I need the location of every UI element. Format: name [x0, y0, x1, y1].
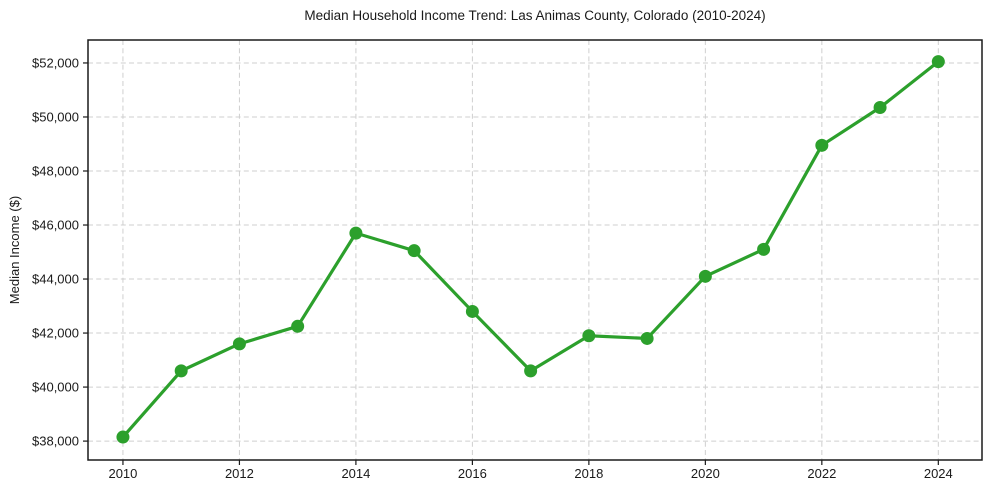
- y-tick-label: $52,000: [32, 55, 79, 70]
- y-tick-label: $40,000: [32, 380, 79, 395]
- plot-border: [87, 39, 983, 461]
- data-point: [873, 101, 887, 115]
- chart-title: Median Household Income Trend: Las Anima…: [304, 8, 765, 23]
- data-point: [349, 226, 363, 240]
- x-tick-label: 2024: [924, 466, 953, 481]
- data-point: [291, 319, 305, 333]
- data-point: [815, 138, 829, 152]
- y-tick-label: $38,000: [32, 434, 79, 449]
- x-tick-label: 2018: [574, 466, 603, 481]
- data-point: [640, 331, 654, 345]
- x-tick-label: 2020: [691, 466, 720, 481]
- data-point: [116, 430, 130, 444]
- y-tick-label: $46,000: [32, 218, 79, 233]
- data-point: [407, 244, 421, 258]
- axis-tick-labels: $38,000 $40,000 $42,000 $44,000 $46,000 $48,0…: [32, 55, 953, 481]
- x-tick-label: 2014: [341, 466, 370, 481]
- x-tick-label: 2012: [225, 466, 254, 481]
- x-tick-label: 2016: [458, 466, 487, 481]
- x-tick-label: 2010: [108, 466, 137, 481]
- data-point: [931, 55, 945, 69]
- data-point: [757, 242, 771, 256]
- axis-ticks: [83, 62, 939, 465]
- data-point: [582, 329, 596, 343]
- y-tick-label: $48,000: [32, 163, 79, 178]
- data-point: [465, 304, 479, 318]
- data-point: [232, 337, 246, 351]
- x-tick-label: 2022: [807, 466, 836, 481]
- y-axis-label: Median Income ($): [7, 196, 22, 304]
- trend-line: [121, 60, 940, 439]
- grid-layer: [88, 40, 982, 460]
- y-tick-label: $44,000: [32, 272, 79, 287]
- y-tick-label: $50,000: [32, 109, 79, 124]
- data-series: [116, 55, 945, 444]
- data-point: [698, 269, 712, 283]
- data-point: [174, 364, 188, 378]
- y-tick-label: $42,000: [32, 326, 79, 341]
- data-point: [524, 364, 538, 378]
